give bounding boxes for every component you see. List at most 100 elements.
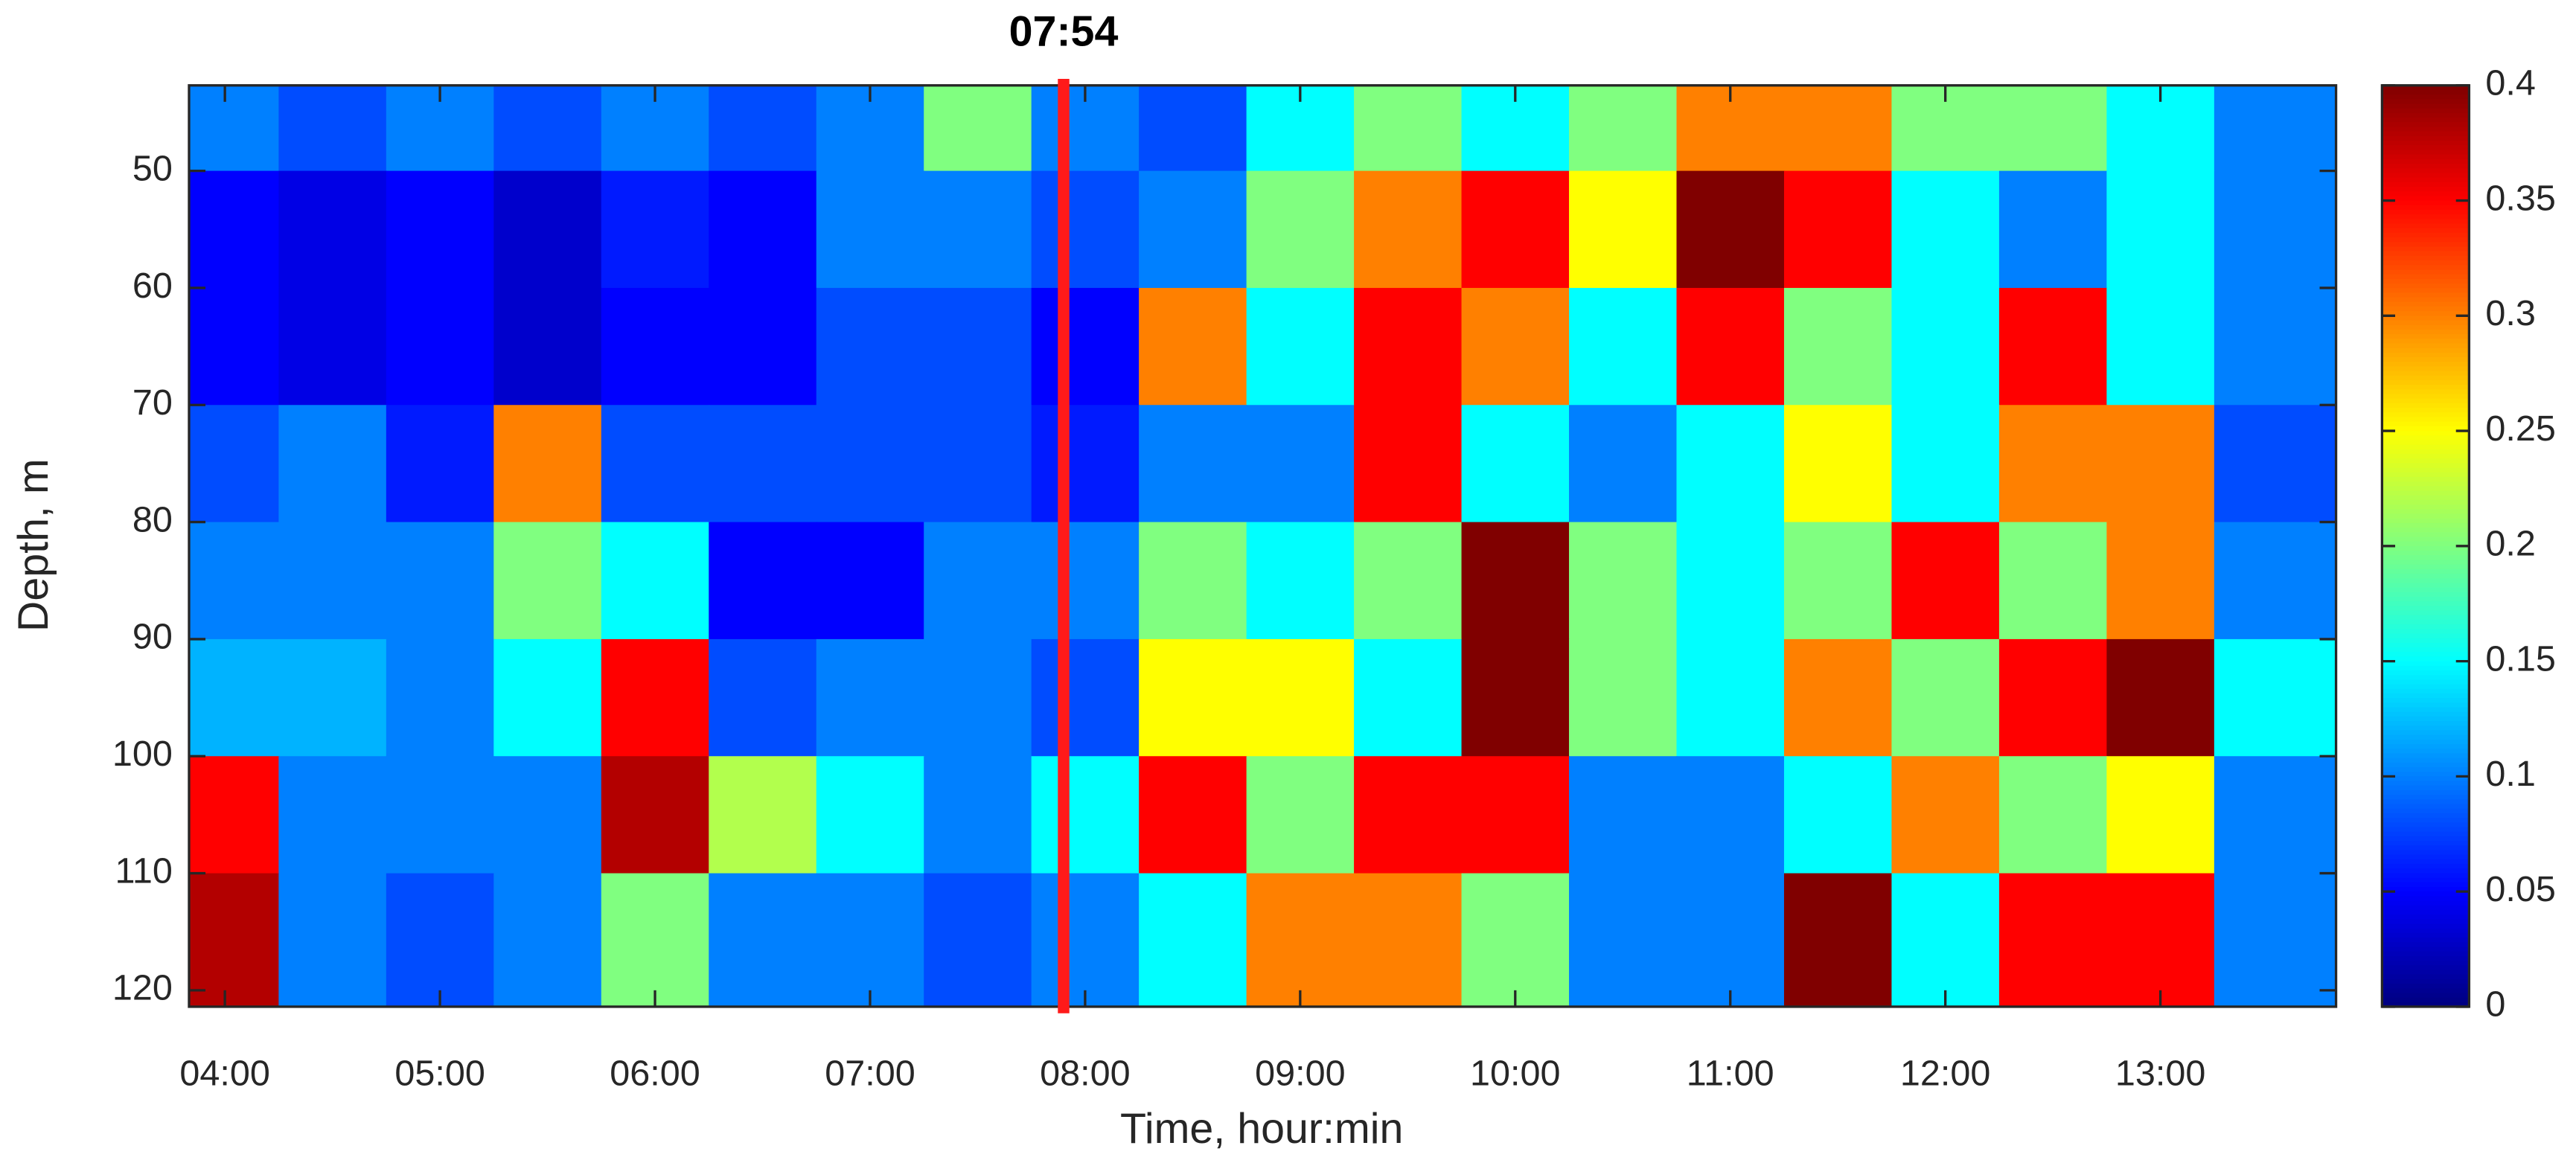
heatmap-cell — [924, 522, 1032, 641]
heatmap-cell — [1998, 756, 2108, 874]
heatmap-cell — [278, 170, 387, 289]
colorbar-swatch — [2382, 408, 2470, 414]
colorbar-swatch — [2382, 638, 2470, 644]
colorbar-swatch — [2382, 841, 2470, 847]
heatmap-cell — [1246, 405, 1355, 523]
colorbar-swatch — [2382, 647, 2470, 653]
colorbar-swatch — [2382, 684, 2470, 691]
heatmap-cell — [816, 287, 925, 406]
heatmap-cell — [278, 873, 387, 1007]
heatmap-cell — [1461, 873, 1570, 1007]
colorbar-swatch — [2382, 339, 2470, 345]
heatmap-cell — [601, 287, 710, 406]
colorbar-swatch — [2382, 509, 2470, 515]
heatmap-cell — [278, 287, 387, 406]
colorbar-swatch — [2382, 831, 2470, 838]
heatmap-cell — [1569, 638, 1678, 757]
colorbar-swatch — [2382, 311, 2470, 317]
colorbar-swatch — [2382, 555, 2470, 561]
colorbar-swatch — [2382, 472, 2470, 478]
colorbar-swatch — [2382, 551, 2470, 557]
colorbar-tick-label: 0 — [2485, 984, 2505, 1025]
heatmap-cell — [188, 287, 280, 406]
heatmap-cell — [1139, 638, 1247, 757]
x-tick-label: 09:00 — [1255, 1053, 1346, 1093]
heatmap-cell — [278, 522, 387, 641]
heatmap-cell — [2214, 522, 2336, 641]
colorbar-swatch — [2382, 974, 2470, 981]
x-tick-label: 11:00 — [1687, 1053, 1774, 1093]
colorbar-swatch — [2382, 454, 2470, 460]
heatmap-cell — [1783, 638, 1893, 757]
x-tick-label: 05:00 — [394, 1053, 485, 1093]
colorbar-swatch — [2382, 476, 2470, 483]
colorbar-swatch — [2382, 481, 2470, 487]
colorbar-swatch — [2382, 186, 2470, 193]
colorbar-swatch — [2382, 499, 2470, 506]
colorbar-swatch — [2382, 431, 2470, 437]
heatmap-cell — [1031, 405, 1140, 523]
colorbar-swatch — [2382, 118, 2470, 124]
y-tick-label: 110 — [115, 851, 173, 891]
heatmap-cell — [1354, 170, 1463, 289]
heatmap-cell — [493, 170, 602, 289]
heatmap-cell — [1139, 756, 1247, 874]
colorbar-swatch — [2382, 596, 2470, 603]
colorbar-swatch — [2382, 246, 2470, 252]
heatmap-cell — [188, 405, 280, 523]
colorbar-swatch — [2382, 347, 2470, 354]
colorbar-swatch — [2382, 196, 2470, 202]
x-tick-label: 10:00 — [1470, 1053, 1560, 1093]
colorbar-swatch — [2382, 297, 2470, 304]
colorbar-swatch — [2382, 95, 2470, 100]
colorbar-swatch — [2382, 642, 2470, 649]
heatmap-cell — [1031, 638, 1140, 757]
colorbar-swatch — [2382, 919, 2470, 925]
y-tick-label: 120 — [112, 968, 173, 1008]
heatmap-cell — [1998, 405, 2108, 523]
heatmap-cell — [386, 873, 495, 1007]
heatmap-cell — [1676, 756, 1786, 874]
colorbar-swatch — [2382, 988, 2470, 994]
colorbar-swatch — [2382, 389, 2470, 395]
colorbar-swatch — [2382, 421, 2470, 428]
heatmap-cell — [1461, 638, 1570, 757]
colorbar-swatch — [2382, 702, 2470, 708]
heatmap-cell — [1783, 85, 1893, 172]
colorbar-swatch — [2382, 716, 2470, 723]
colorbar-swatch — [2382, 670, 2470, 676]
heatmap-cell — [1891, 405, 2001, 523]
heatmap-cell — [2214, 756, 2336, 874]
colorbar-swatch — [2382, 126, 2470, 132]
colorbar-swatch — [2382, 214, 2470, 220]
heatmap-cell — [924, 287, 1032, 406]
x-tick-label: 08:00 — [1040, 1053, 1131, 1093]
colorbar-swatch — [2382, 615, 2470, 621]
colorbar-tick-label: 0.15 — [2485, 638, 2556, 679]
heatmap-cell — [1569, 873, 1678, 1007]
colorbar-swatch — [2382, 698, 2470, 704]
colorbar-swatch — [2382, 859, 2470, 865]
heatmap-cell — [1246, 170, 1355, 289]
heatmap-cell — [1139, 522, 1247, 641]
colorbar-tick-label: 0.3 — [2485, 293, 2535, 333]
colorbar-swatch — [2382, 721, 2470, 727]
heatmap-cell — [709, 405, 817, 523]
colorbar-swatch — [2382, 513, 2470, 520]
colorbar-swatch — [2382, 528, 2470, 534]
colorbar-swatch — [2382, 766, 2470, 773]
heatmap-cell — [1139, 170, 1247, 289]
colorbar-swatch — [2382, 532, 2470, 538]
heatmap-cell — [924, 405, 1032, 523]
colorbar-swatch — [2382, 412, 2470, 418]
heatmap-cell — [493, 287, 602, 406]
colorbar-swatch — [2382, 905, 2470, 912]
heatmap-cell — [1891, 170, 2001, 289]
heatmap-cell — [1354, 405, 1463, 523]
heatmap-cell — [1998, 85, 2108, 172]
heatmap-cell — [1461, 405, 1570, 523]
heatmap-cell — [1676, 873, 1786, 1007]
colorbar-swatch — [2382, 730, 2470, 736]
colorbar-swatch — [2382, 219, 2470, 225]
